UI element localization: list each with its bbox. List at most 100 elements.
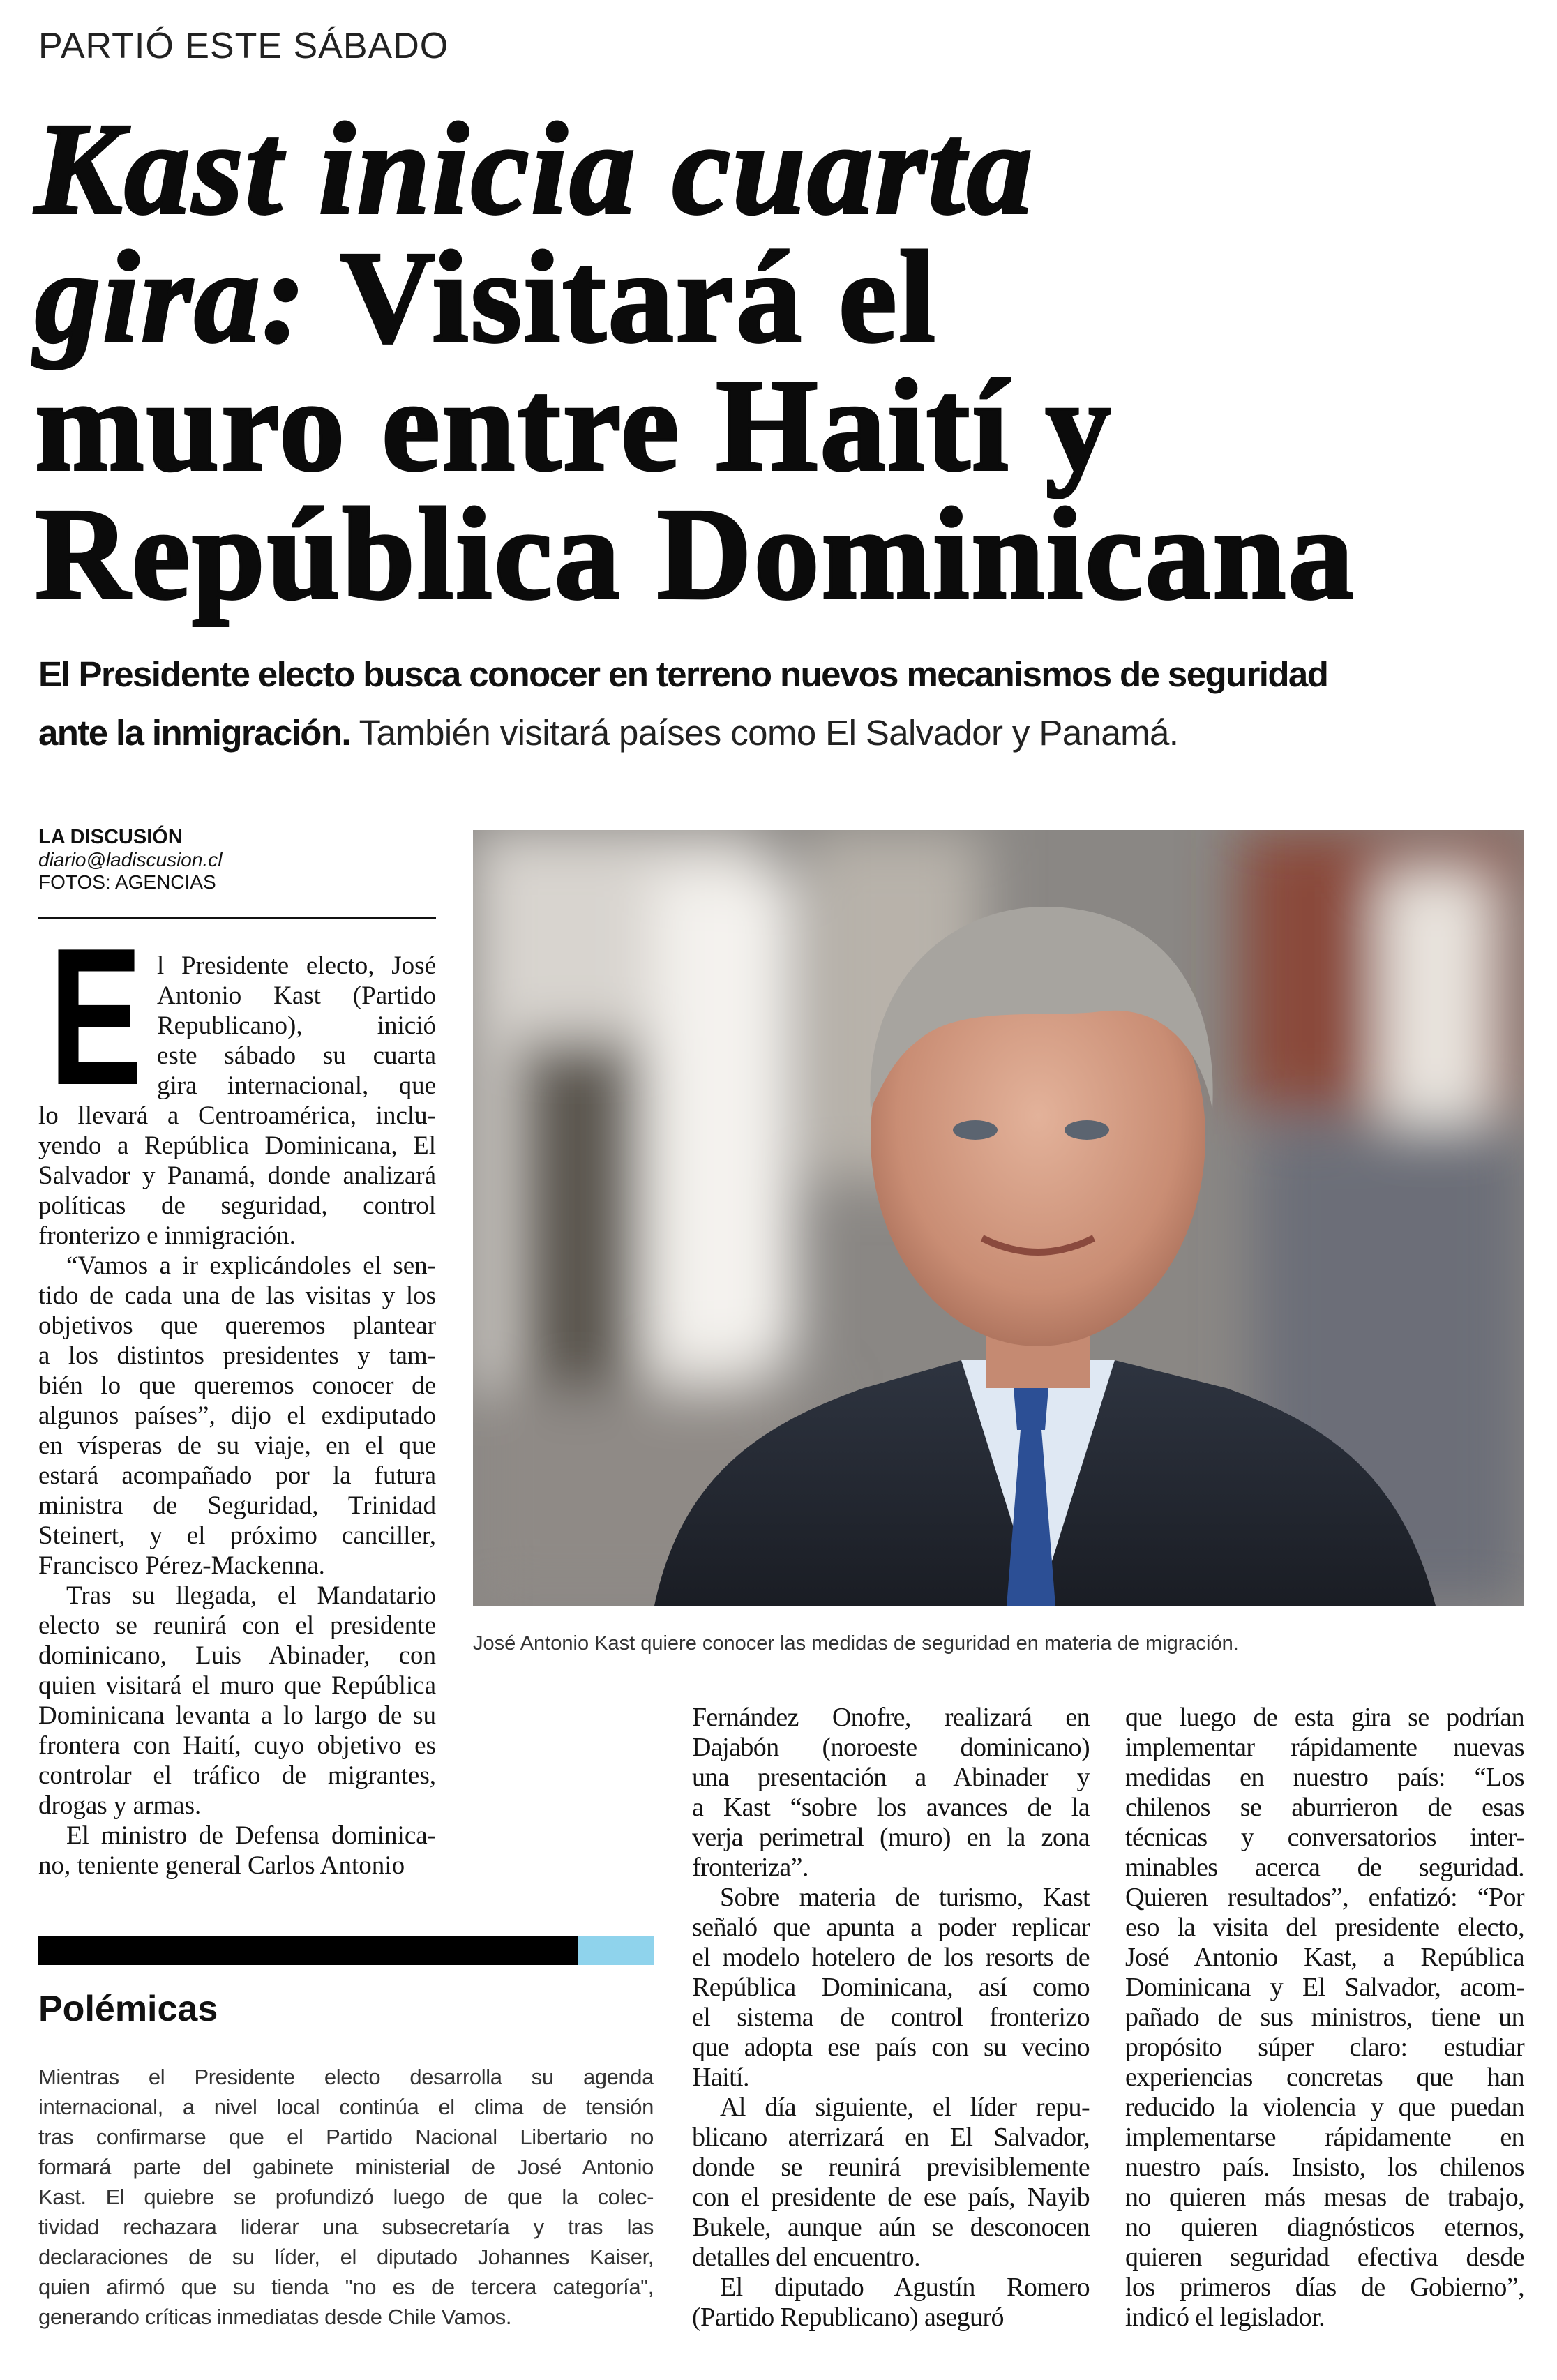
text-line: medidas en nuestro país: “Los: [1125, 1763, 1525, 1792]
text-line: declaraciones de su líder, el diputado J…: [38, 2245, 654, 2269]
headline-italic: Kast inicia cuarta: [33, 96, 1035, 241]
text-line: electo se reunirá con el presidente: [38, 1611, 436, 1640]
text-line: no quieren más mesas de trabajo,: [1125, 2183, 1525, 2212]
text-line: Haití.: [692, 2063, 749, 2092]
text-line: tividad rechazara liderar una subsecreta…: [38, 2215, 654, 2239]
text-line: tras confirmarse que el Partido Nacional…: [38, 2125, 654, 2149]
text-line: experiencias concretas que han: [1125, 2063, 1525, 2092]
text-line: tido de cada una de las visitas y los: [38, 1281, 436, 1310]
deck-regular: También visitará países como El Salvador…: [349, 713, 1179, 753]
headline-line: muro entre Haití y: [33, 352, 1113, 498]
text-line: internacional, a nivel local continúa el…: [38, 2095, 654, 2119]
text-line: gira internacional, que: [157, 1071, 436, 1100]
text-line: nuestro país. Insisto, los chilenos: [1125, 2153, 1525, 2182]
text-line: quien visitará el muro que República: [38, 1671, 436, 1700]
text-line: algunos países”, dijo el exdiputado: [38, 1401, 436, 1430]
text-line: fronterizo e inmigración.: [38, 1221, 296, 1250]
text-line: con el presidente de ese país, Nayib: [692, 2183, 1090, 2212]
article-column-1: l Presidente electo, José Antonio Kast (P…: [38, 951, 436, 1881]
text-line: verja perimetral (muro) en la zona: [692, 1823, 1090, 1852]
text-line: eso la visita del presidente electo,: [1125, 1913, 1525, 1942]
text-line: formará parte del gabinete ministerial d…: [38, 2155, 654, 2179]
drop-cap: E: [49, 908, 143, 1126]
text-line: l Presidente electo, José: [157, 951, 436, 980]
byline-email: diario@ladiscusion.cl: [38, 849, 223, 871]
text-line: técnicas y conversatorios inter-: [1125, 1823, 1525, 1852]
text-line: una presentación a Abinader y: [692, 1763, 1090, 1792]
text-line: Francisco Pérez-Mackenna.: [38, 1551, 325, 1580]
text-line: implementarse rápidamente en: [1125, 2123, 1525, 2152]
headline: Kast inicia cuarta gira: Visitará el mur…: [33, 102, 1542, 626]
byline-organization: LA DISCUSIÓN: [38, 826, 183, 848]
article-column-3: que luego de esta gira se podrían impleme…: [1125, 1703, 1525, 2333]
text-line: este sábado su cuarta: [157, 1041, 436, 1070]
headline-line: República Dominicana: [33, 481, 1356, 626]
text-line: El ministro de Defensa dominica-: [66, 1821, 436, 1850]
text-line: que luego de esta gira se podrían: [1125, 1703, 1525, 1732]
text-line: frontera con Haití, cuyo objetivo es: [38, 1731, 436, 1760]
text-line: Mientras el Presidente electo desarrolla…: [38, 2065, 654, 2089]
text-line: objetivos que queremos plantear: [38, 1311, 436, 1340]
text-line: Republicano), inició: [157, 1011, 436, 1040]
text-line: Sobre materia de turismo, Kast: [720, 1883, 1090, 1912]
text-line: Fernández Onofre, realizará en: [692, 1703, 1090, 1732]
text-line: Bukele, aunque aún se desconocen: [692, 2213, 1090, 2242]
text-line: en vísperas de su viaje, en el que: [38, 1431, 436, 1460]
text-line: Salvador y Panamá, donde analizará: [38, 1161, 436, 1190]
headline-roman: Visitará el: [308, 224, 938, 370]
text-line: controlar el tráfico de migrantes,: [38, 1761, 436, 1790]
text-line: “Vamos a ir explicándoles el sen-: [66, 1251, 436, 1280]
text-line: lo llevará a Centroamérica, inclu-: [38, 1101, 436, 1130]
text-line: los primeros días de Gobierno”,: [1125, 2273, 1525, 2302]
text-line: detalles del encuentro.: [692, 2243, 921, 2272]
kicker: PARTIÓ ESTE SÁBADO: [38, 26, 449, 66]
text-line: José Antonio Kast, a República: [1125, 1943, 1525, 1972]
text-line: pañado de sus ministros, tiene un: [1125, 2003, 1525, 2032]
sidebar-box-body: Mientras el Presidente electo desarrolla…: [38, 2062, 654, 2332]
text-line: chilenos se aburrieron de esas: [1125, 1793, 1525, 1822]
text-line: República Dominicana, así como: [692, 1973, 1090, 2002]
article-photo: [473, 830, 1524, 1606]
text-line: el sistema de control fronterizo: [692, 2003, 1090, 2032]
text-line: quieren seguridad efectiva desde: [1125, 2243, 1525, 2272]
text-line: minables acerca de seguridad.: [1125, 1853, 1525, 1882]
byline-divider: [38, 917, 436, 919]
text-line: Dominicana y El Salvador, acom-: [1125, 1973, 1525, 2002]
deck: El Presidente electo busca conocer en te…: [38, 645, 1524, 762]
text-line: políticas de seguridad, control: [38, 1191, 436, 1220]
text-line: Steinert, y el próximo canciller,: [38, 1521, 436, 1550]
text-line: Dajabón (noroeste dominicano): [692, 1733, 1090, 1762]
text-line: no, teniente general Carlos Antonio: [38, 1851, 405, 1880]
text-line: reducido la violencia y que puedan: [1125, 2093, 1525, 2122]
text-line: implementar rápidamente nuevas: [1125, 1733, 1525, 1762]
text-line: dominicano, Luis Abinader, con: [38, 1641, 436, 1670]
text-line: drogas y armas.: [38, 1791, 202, 1820]
article-column-2: Fernández Onofre, realizará en Dajabón (n…: [692, 1703, 1090, 2333]
text-line: bién lo que queremos conocer de: [38, 1371, 436, 1400]
headline-line: Kast inicia cuarta: [33, 102, 1542, 236]
text-line: el modelo hotelero de los resorts de: [692, 1943, 1090, 1972]
text-line: Quieren resultados”, enfatizó: “Por: [1125, 1883, 1525, 1912]
headline-line: gira: Visitará el: [33, 230, 1542, 364]
text-line: yendo a República Dominicana, El: [38, 1131, 436, 1160]
sidebar-box-bar: [38, 1936, 578, 1965]
text-line: estará acompañado por la futura: [38, 1461, 436, 1490]
text-line: Tras su llegada, el Mandatario: [66, 1581, 436, 1610]
text-line: El diputado Agustín Romero: [720, 2273, 1090, 2302]
text-line: a Kast “sobre los avances de la: [692, 1793, 1090, 1822]
byline: LA DISCUSIÓN diario@ladiscusion.cl FOTOS…: [38, 825, 222, 894]
sidebar-box-accent: [578, 1936, 654, 1965]
text-line: Antonio Kast (Partido: [157, 981, 436, 1010]
text-line: fronteriza”.: [692, 1853, 808, 1882]
text-line: ministra de Seguridad, Trinidad: [38, 1491, 436, 1520]
byline-photos: FOTOS: AGENCIAS: [38, 871, 216, 893]
deck-bold: ante la inmigración.: [38, 713, 352, 753]
text-line: señaló que apunta a poder replicar: [692, 1913, 1090, 1942]
text-line: que adopta ese país con su vecino: [692, 2033, 1090, 2062]
text-line: propósito súper claro: estudiar: [1125, 2033, 1525, 2062]
deck-bold: El Presidente electo busca conocer en te…: [38, 654, 1329, 694]
text-line: Al día siguiente, el líder repu-: [720, 2093, 1090, 2122]
text-line: Dominicana levanta a lo largo de su: [38, 1701, 436, 1730]
text-line: a los distintos presidentes y tam-: [38, 1341, 436, 1370]
photo-caption: José Antonio Kast quiere conocer las med…: [473, 1632, 1239, 1655]
